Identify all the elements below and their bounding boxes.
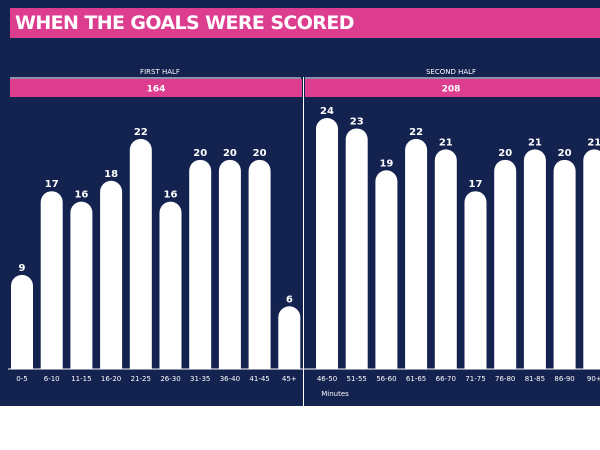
bar-71-75 — [464, 191, 487, 369]
tick-label-81-85: 81-85 — [525, 375, 545, 383]
tick-label-11-15: 11-15 — [71, 375, 91, 383]
value-label-6-10: 17 — [45, 179, 59, 190]
chart-title: WHEN THE GOALS WERE SCORED — [15, 12, 354, 34]
value-label-76-80: 20 — [498, 148, 512, 159]
tick-label-45plus: 45+ — [282, 375, 297, 383]
value-label-31-35: 20 — [193, 148, 207, 159]
value-label-90plus: 21 — [587, 137, 600, 148]
tick-label-66-70: 66-70 — [436, 375, 456, 383]
tick-label-76-80: 76-80 — [495, 375, 515, 383]
bar-86-90 — [553, 159, 576, 369]
tick-label-86-90: 86-90 — [554, 375, 574, 383]
first-half-label: FIRST HALF — [140, 68, 180, 76]
tick-label-16-20: 16-20 — [101, 375, 121, 383]
bar-45plus — [278, 306, 301, 369]
value-label-86-90: 20 — [558, 148, 572, 159]
goals-bar-chart: FIRST HALF 164 SECOND HALF 208 9 17 16 18 22… — [8, 68, 600, 406]
bar-66-70 — [434, 149, 457, 369]
tick-label-51-55: 51-55 — [347, 375, 367, 383]
tick-label-90plus: 90+ — [587, 375, 600, 383]
second-half-total-band — [305, 79, 600, 97]
value-label-46-50: 24 — [320, 106, 334, 117]
bar-76-80 — [494, 159, 517, 369]
value-label-51-55: 23 — [350, 116, 364, 127]
value-label-71-75: 17 — [469, 179, 483, 190]
bar-51-55 — [345, 128, 368, 369]
bar-21-25 — [129, 138, 152, 369]
tick-label-31-35: 31-35 — [190, 375, 210, 383]
value-label-81-85: 21 — [528, 137, 542, 148]
bars-group — [11, 118, 600, 369]
value-label-11-15: 16 — [74, 190, 88, 201]
value-label-41-45: 20 — [253, 148, 267, 159]
tick-label-26-30: 26-30 — [160, 375, 180, 383]
value-label-56-60: 19 — [379, 158, 393, 169]
value-label-26-30: 16 — [164, 190, 178, 201]
first-half-total-band — [10, 79, 302, 97]
title-bar: WHEN THE GOALS WERE SCORED — [10, 8, 600, 38]
bar-61-65 — [405, 138, 428, 369]
tick-label-36-40: 36-40 — [220, 375, 240, 383]
tick-label-0-5: 0-5 — [16, 375, 27, 383]
value-label-66-70: 21 — [439, 137, 453, 148]
bar-6-10 — [40, 191, 63, 369]
bar-46-50 — [316, 118, 338, 369]
bar-16-20 — [100, 180, 123, 369]
infographic-card: WHEN THE GOALS WERE SCORED FIRST HALF 16… — [0, 0, 600, 406]
bar-56-60 — [375, 170, 398, 369]
tick-labels-group: 0-5 6-10 11-15 16-20 21-25 26-30 31-35 36-40 41-… — [16, 375, 600, 383]
second-half-total: 208 — [442, 85, 461, 95]
tick-label-41-45: 41-45 — [249, 375, 269, 383]
value-label-36-40: 20 — [223, 148, 237, 159]
bar-81-85 — [523, 149, 546, 369]
tick-label-46-50: 46-50 — [317, 375, 337, 383]
value-label-45plus: 6 — [286, 294, 293, 305]
second-half-label: SECOND HALF — [426, 68, 476, 76]
tick-label-56-60: 56-60 — [376, 375, 396, 383]
tick-label-6-10: 6-10 — [44, 375, 60, 383]
bar-41-45 — [248, 159, 271, 369]
value-label-61-65: 22 — [409, 127, 423, 138]
bar-0-5 — [11, 274, 33, 369]
value-label-21-25: 22 — [134, 127, 148, 138]
bar-90plus — [583, 149, 600, 369]
bar-26-30 — [159, 201, 182, 369]
x-axis-label: Minutes — [321, 390, 349, 398]
bar-11-15 — [70, 201, 93, 369]
value-label-16-20: 18 — [104, 169, 118, 180]
value-labels-group: 9 17 16 18 22 16 20 20 20 6 24 23 19 22 21 17 20 21 20 21 — [19, 106, 600, 305]
value-label-0-5: 9 — [19, 263, 26, 274]
tick-label-21-25: 21-25 — [131, 375, 151, 383]
bar-36-40 — [218, 159, 241, 369]
tick-label-61-65: 61-65 — [406, 375, 426, 383]
bar-31-35 — [189, 159, 212, 369]
first-half-total: 164 — [147, 85, 166, 95]
tick-label-71-75: 71-75 — [465, 375, 485, 383]
